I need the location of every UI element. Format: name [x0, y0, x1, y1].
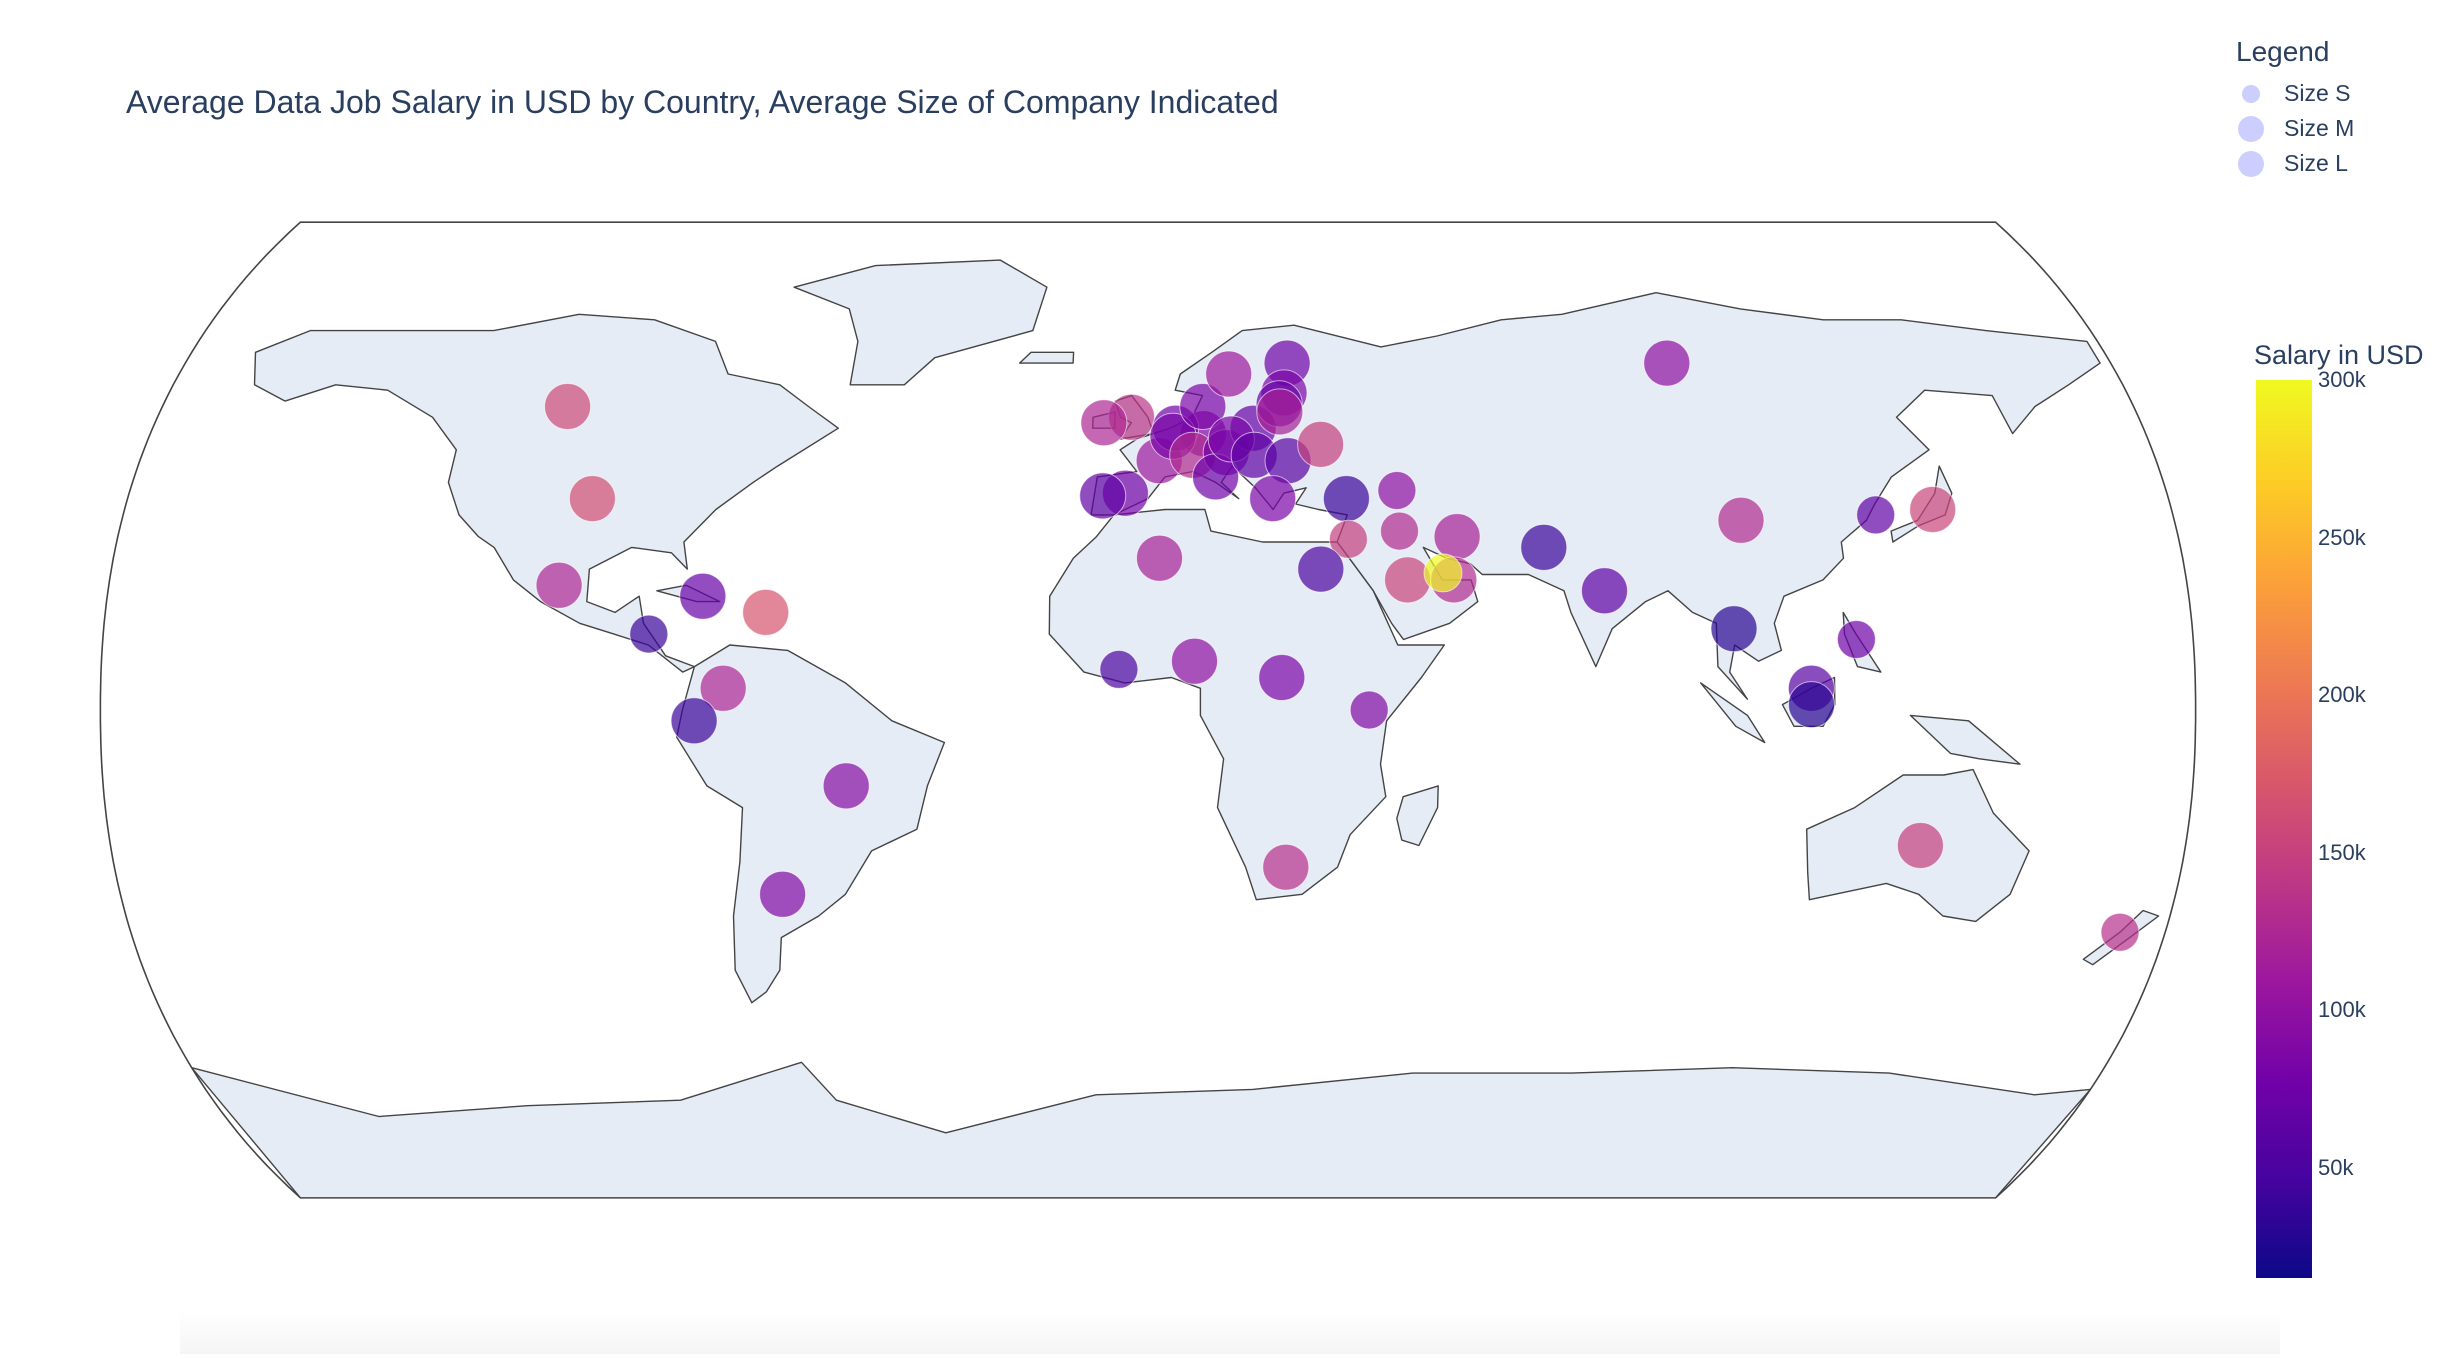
- legend-item[interactable]: Size L: [2236, 146, 2354, 181]
- legend-label: Size L: [2284, 150, 2348, 176]
- salary-marker[interactable]: [629, 614, 669, 654]
- colorbar-tick-label: 250k: [2318, 524, 2366, 550]
- salary-marker[interactable]: [1205, 350, 1253, 398]
- legend-title: Legend: [2236, 36, 2330, 67]
- salary-marker[interactable]: [1856, 495, 1896, 535]
- salary-marker[interactable]: [1249, 475, 1297, 523]
- salary-marker[interactable]: [1080, 399, 1128, 447]
- salary-marker[interactable]: [1643, 339, 1691, 387]
- salary-marker[interactable]: [1836, 620, 1876, 659]
- legend-marker-icon: [2238, 150, 2264, 177]
- legend-label: Size M: [2284, 115, 2355, 141]
- salary-marker[interactable]: [1896, 822, 1944, 869]
- colorbar: [2256, 380, 2312, 1278]
- land-iceland: [1018, 351, 1075, 364]
- land-north-america: [253, 313, 839, 673]
- colorbar-title: Salary in USD: [2254, 340, 2424, 370]
- salary-marker[interactable]: [2100, 912, 2140, 952]
- salary-marker[interactable]: [1377, 471, 1417, 510]
- salary-markers: [535, 339, 2140, 952]
- salary-marker[interactable]: [1297, 420, 1345, 468]
- legend-item[interactable]: Size M: [2236, 111, 2354, 146]
- colorbar-tick-label: 100k: [2318, 997, 2366, 1023]
- salary-marker[interactable]: [1581, 567, 1628, 615]
- salary-marker[interactable]: [1171, 637, 1218, 685]
- salary-marker[interactable]: [1322, 475, 1370, 523]
- salary-marker[interactable]: [1349, 690, 1389, 730]
- salary-marker[interactable]: [1717, 496, 1765, 544]
- land-greenland: [793, 259, 1048, 386]
- salary-marker[interactable]: [1433, 513, 1481, 561]
- salary-marker[interactable]: [1423, 553, 1463, 593]
- salary-marker[interactable]: [1256, 388, 1304, 436]
- salary-marker[interactable]: [1710, 605, 1758, 653]
- colorbar-tick-label: 200k: [2318, 682, 2366, 708]
- salary-marker[interactable]: [1079, 472, 1127, 520]
- salary-marker[interactable]: [759, 870, 807, 918]
- legend-marker-icon: [2242, 84, 2260, 103]
- bottom-shadow: [180, 1310, 2280, 1354]
- colorbar-tick-label: 300k: [2318, 367, 2366, 392]
- land-sumatra: [1700, 682, 1766, 744]
- salary-marker[interactable]: [822, 762, 870, 810]
- salary-marker[interactable]: [535, 561, 583, 609]
- land-africa: [1048, 508, 1445, 901]
- salary-marker[interactable]: [1380, 511, 1419, 551]
- salary-marker[interactable]: [1328, 519, 1368, 559]
- salary-marker[interactable]: [544, 383, 592, 430]
- salary-marker[interactable]: [742, 588, 790, 636]
- salary-marker[interactable]: [1179, 383, 1227, 430]
- chart-title: Average Data Job Salary in USD by Countr…: [126, 84, 1279, 120]
- salary-marker[interactable]: [1297, 545, 1345, 593]
- land-antarctica: [191, 1061, 2092, 1199]
- salary-marker[interactable]: [1909, 486, 1957, 533]
- landmasses: [191, 259, 2160, 1199]
- land-south-america: [676, 644, 946, 1004]
- salary-marker[interactable]: [699, 664, 747, 712]
- colorbar-tick-label: 150k: [2318, 839, 2366, 865]
- salary-marker[interactable]: [1788, 681, 1835, 729]
- salary-marker[interactable]: [1384, 556, 1432, 604]
- salary-marker[interactable]: [1258, 654, 1306, 701]
- salary-marker[interactable]: [679, 572, 727, 620]
- land-madagascar: [1396, 785, 1439, 847]
- salary-marker[interactable]: [1520, 523, 1568, 571]
- salary-marker[interactable]: [1262, 843, 1310, 891]
- legend-marker-icon: [2238, 115, 2264, 142]
- legend-item[interactable]: Size S: [2236, 76, 2354, 111]
- size-legend: Legend Size S Size M Size L: [2236, 36, 2354, 181]
- salary-marker[interactable]: [1099, 649, 1139, 689]
- salary-marker[interactable]: [568, 475, 616, 523]
- legend-label: Size S: [2284, 80, 2351, 106]
- colorbar-tick-label: 50k: [2318, 1154, 2354, 1180]
- salary-marker[interactable]: [670, 697, 718, 745]
- salary-marker[interactable]: [1136, 534, 1183, 582]
- land-new-guinea: [1909, 714, 2021, 765]
